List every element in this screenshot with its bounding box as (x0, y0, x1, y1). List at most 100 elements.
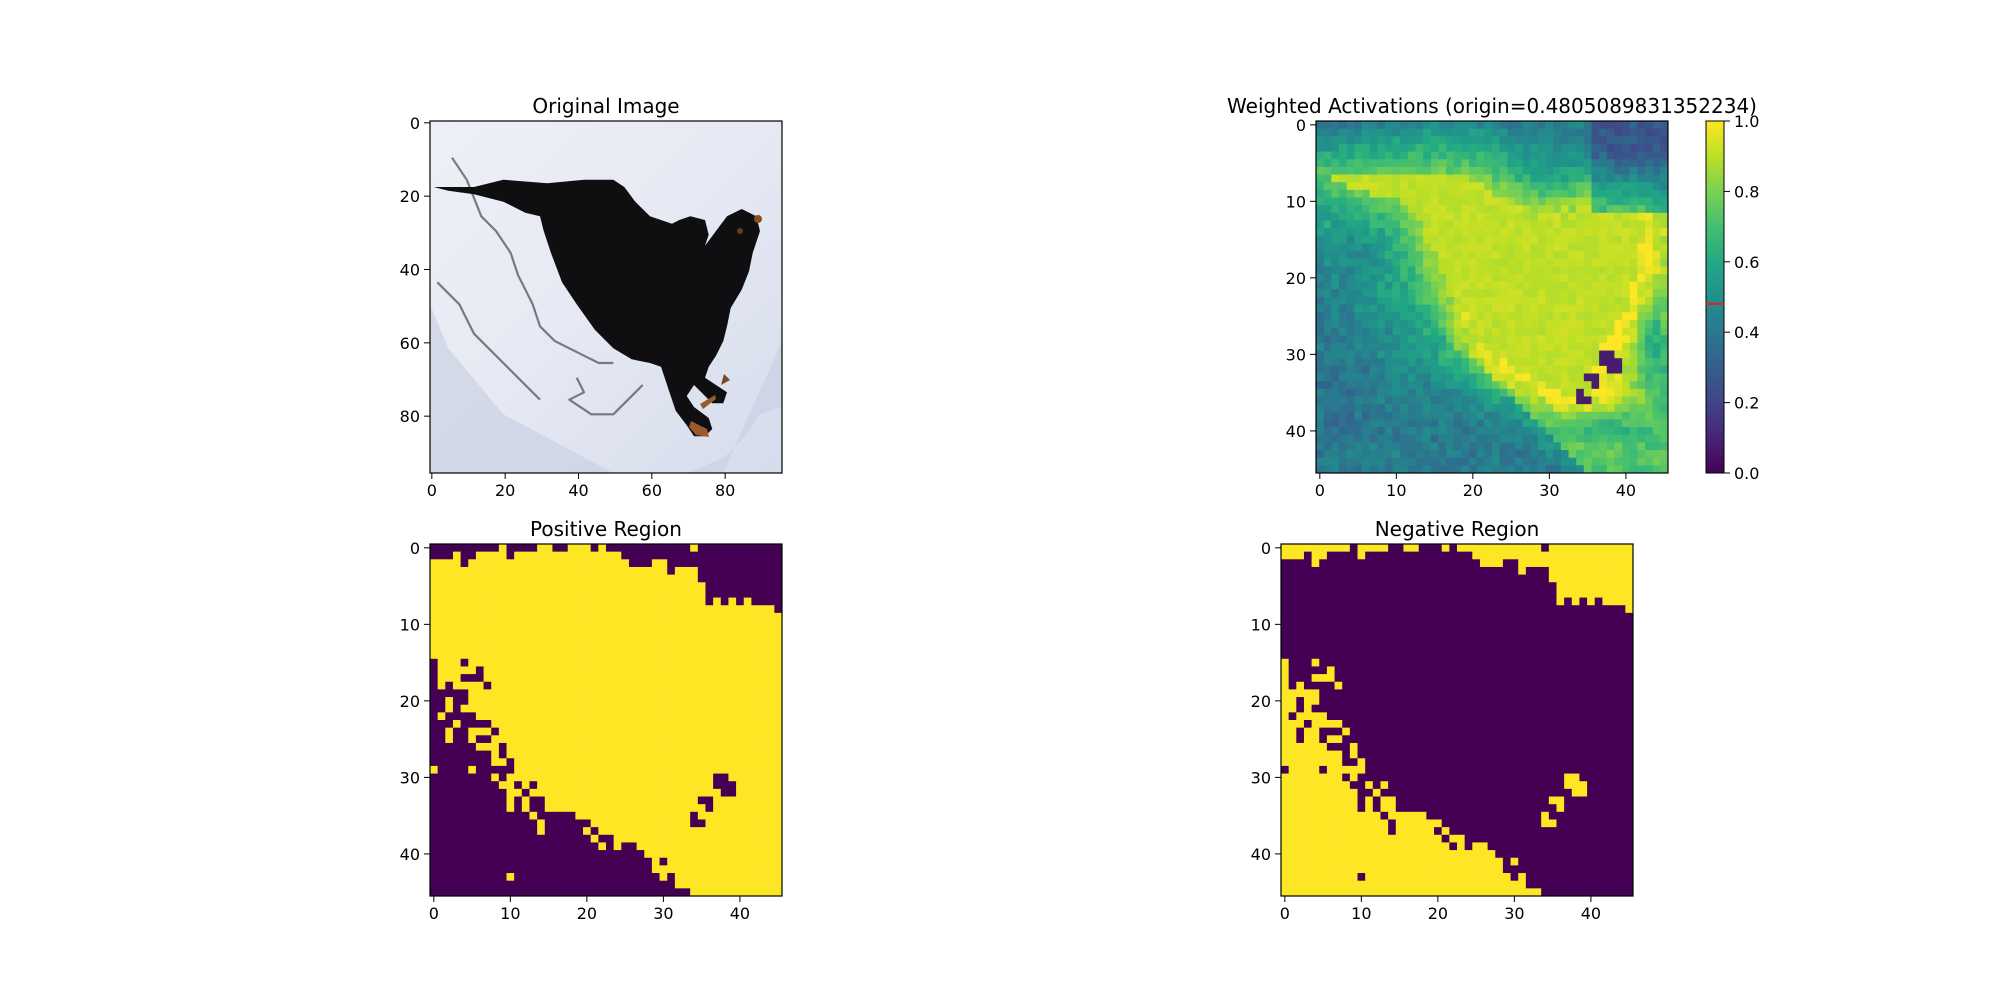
heatmap-cell (506, 804, 515, 813)
heatmap-cell (1484, 289, 1493, 298)
heatmap-cell (445, 750, 454, 759)
heatmap-cell (1518, 597, 1527, 606)
heatmap-cell (1288, 635, 1297, 644)
heatmap-cell (1469, 243, 1478, 252)
heatmap-cell (743, 742, 752, 752)
heatmap-cell (766, 658, 775, 667)
heatmap-cell (544, 597, 553, 606)
heatmap-cell (774, 827, 783, 836)
heatmap-cell (1331, 327, 1340, 336)
heatmap-cell (1591, 166, 1600, 175)
heatmap-cell (1438, 220, 1447, 229)
heatmap-cell (1400, 220, 1409, 229)
heatmap-cell (1599, 182, 1608, 191)
heatmap-cell (560, 628, 569, 637)
heatmap-cell (1525, 612, 1534, 621)
heatmap-cell (1622, 411, 1631, 420)
heatmap-cell (1499, 350, 1508, 359)
heatmap-cell (1507, 365, 1516, 374)
heatmap-cell (1499, 258, 1508, 267)
heatmap-cell (1377, 335, 1386, 344)
heatmap-cell (1645, 235, 1654, 244)
heatmap-cell (1407, 427, 1416, 436)
heatmap-cell (1660, 235, 1669, 244)
heatmap-cell (437, 827, 446, 836)
heatmap-cell (560, 704, 569, 713)
heatmap-cell (1316, 319, 1325, 329)
heatmap-cell (1403, 574, 1412, 583)
heatmap-cell (1530, 205, 1539, 214)
heatmap-cell (751, 597, 760, 606)
heatmap-cell (759, 589, 768, 598)
heatmap-cell (1614, 189, 1623, 198)
heatmap-cell (1438, 365, 1447, 374)
heatmap-cell (1354, 197, 1363, 206)
heatmap-cell (598, 712, 607, 721)
heatmap-cell (1469, 212, 1478, 221)
heatmap-cell (1316, 212, 1325, 221)
heatmap-cell (1423, 128, 1432, 137)
heatmap-cell (1541, 559, 1550, 568)
heatmap-cell (621, 880, 630, 889)
heatmap-cell (1629, 182, 1638, 191)
heatmap-cell (751, 681, 760, 690)
heatmap-cell (1446, 220, 1455, 229)
heatmap-cell (1479, 620, 1489, 629)
heatmap-cell (674, 643, 683, 652)
heatmap-cell (1507, 350, 1516, 359)
heatmap-cell (743, 566, 752, 576)
heatmap-cell (1583, 212, 1592, 221)
heatmap-cell (491, 704, 500, 713)
heatmap-cell (628, 834, 638, 843)
heatmap-cell (1568, 434, 1577, 443)
heatmap-cell (567, 873, 576, 882)
heatmap-cell (1377, 182, 1386, 191)
heatmap-cell (728, 597, 737, 606)
heatmap-cell (1392, 381, 1401, 390)
heatmap-cell (598, 742, 607, 752)
heatmap-cell (621, 612, 630, 621)
heatmap-cell (1476, 457, 1485, 466)
heatmap-cell (1533, 544, 1542, 553)
heatmap-cell (751, 666, 760, 675)
heatmap-cell (1400, 465, 1409, 474)
heatmap-cell (1423, 166, 1432, 175)
heatmap-cell (1361, 411, 1370, 420)
heatmap-cell (1423, 335, 1432, 344)
heatmap-cell (1438, 266, 1447, 275)
heatmap-cell (445, 651, 454, 660)
heatmap-cell (621, 697, 630, 706)
heatmap-cell (759, 865, 768, 874)
heatmap-cell (1652, 342, 1661, 351)
heatmap-cell (1354, 166, 1363, 175)
heatmap-cell (621, 735, 630, 744)
heatmap-cell (636, 811, 645, 820)
heatmap-cell (445, 781, 454, 790)
heatmap-cell (1430, 121, 1439, 130)
heatmap-cell (690, 750, 699, 759)
heatmap-cell (452, 697, 462, 706)
heatmap-cell (667, 658, 676, 667)
heatmap-cell (1537, 358, 1546, 367)
heatmap-cell (759, 597, 768, 606)
heatmap-cell (1400, 197, 1409, 206)
heatmap-cell (1472, 544, 1481, 553)
heatmap-cell (1430, 205, 1439, 214)
heatmap-cell (1553, 258, 1562, 267)
heatmap-cell (1610, 582, 1619, 591)
heatmap-cell (1553, 442, 1562, 451)
heatmap-cell (659, 758, 668, 767)
heatmap-cell (521, 612, 530, 621)
heatmap-cell (1461, 388, 1470, 397)
heatmap-cell (1338, 174, 1348, 183)
heatmap-cell (1316, 304, 1325, 313)
heatmap-cell (552, 635, 561, 644)
heatmap-cell (759, 765, 768, 774)
heatmap-cell (521, 620, 530, 629)
heatmap-cell (1514, 281, 1524, 290)
heatmap-cell (1334, 651, 1343, 660)
heatmap-cell (1311, 574, 1320, 583)
heatmap-cell (1403, 612, 1412, 621)
heatmap-cell (1606, 143, 1615, 153)
heatmap-cell (621, 804, 630, 813)
